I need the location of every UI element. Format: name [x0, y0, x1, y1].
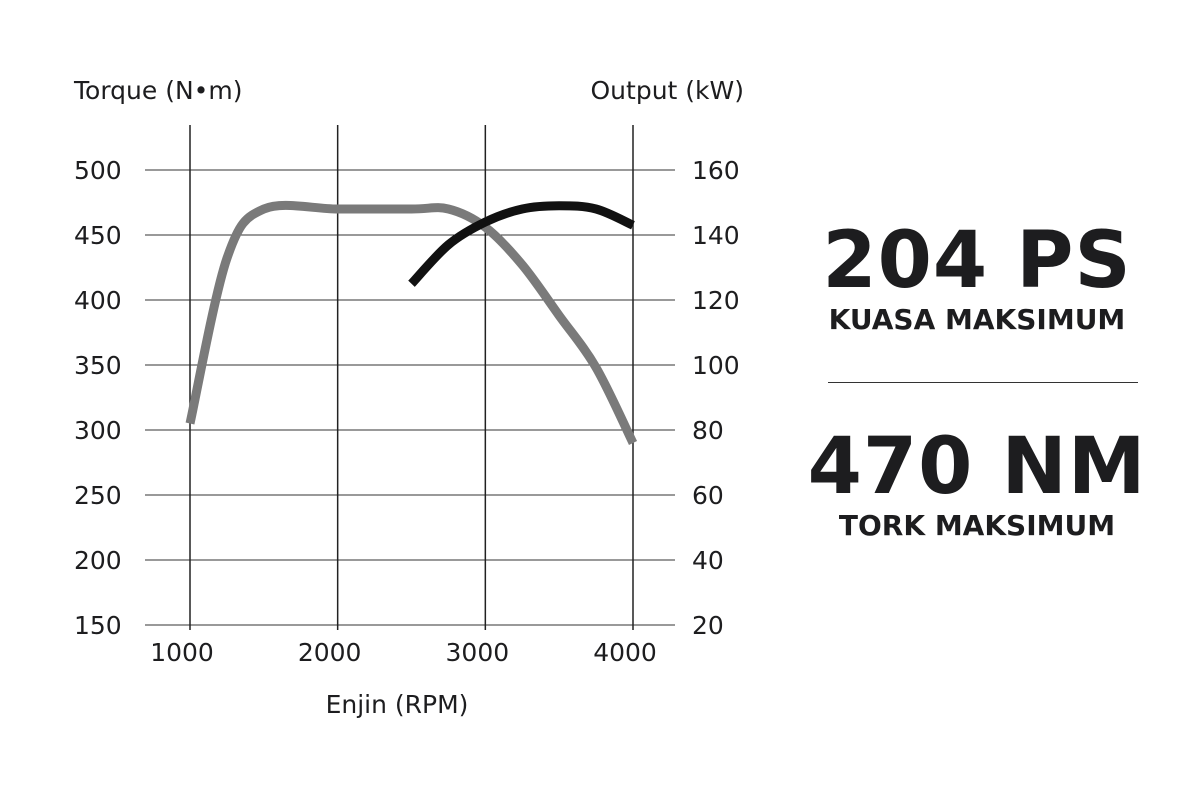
left-axis-tick-label: 400: [74, 286, 122, 315]
right-axis-tick-label: 160: [692, 156, 740, 185]
right-axis-tick-label: 20: [692, 611, 724, 640]
left-axis-tick-label: 200: [74, 546, 122, 575]
max-torque-label: TORK MAKSIMUM: [838, 509, 1116, 542]
right-axis-tick-label: 60: [692, 481, 724, 510]
torque-curve: [185, 200, 638, 445]
chart-series: [185, 200, 638, 445]
left-axis-ticks: 150 200 250 300 350 400 450 500: [74, 156, 122, 640]
max-power-block: 204 PS KUASA MAKSIMUM: [822, 222, 1131, 334]
output-curve: [408, 201, 635, 287]
right-axis-title: Output (kW): [590, 76, 745, 105]
chart-grid: [145, 125, 675, 630]
max-torque-block: 470 NM TORK MAKSIMUM: [808, 428, 1147, 540]
left-axis-tick-label: 300: [74, 416, 122, 445]
right-axis-tick-label: 80: [692, 416, 724, 445]
left-axis-tick-label: 350: [74, 351, 122, 380]
left-axis-title: Torque (N•m): [74, 76, 243, 105]
left-axis-tick-label: 500: [74, 156, 122, 185]
x-axis-tick-label: 4000: [593, 638, 657, 667]
right-axis-tick-label: 40: [692, 546, 724, 575]
x-axis-title: Enjin (RPM): [325, 690, 469, 719]
right-axis-tick-label: 100: [692, 351, 740, 380]
x-axis-tick-label: 1000: [150, 638, 214, 667]
left-axis-tick-label: 250: [74, 481, 122, 510]
left-axis-tick-label: 450: [74, 221, 122, 250]
x-axis-tick-label: 3000: [446, 638, 510, 667]
max-power-label: KUASA MAKSIMUM: [828, 303, 1126, 336]
spec-divider: [828, 382, 1138, 383]
x-axis-tick-label: 2000: [298, 638, 362, 667]
left-axis-tick-label: 150: [74, 611, 122, 640]
max-torque-value: 470 NM: [807, 422, 1147, 512]
x-axis-ticks: 1000 2000 3000 4000: [150, 638, 657, 667]
right-axis-tick-label: 140: [692, 221, 740, 250]
right-axis-ticks: 20 40 60 80 100 120 140 160: [692, 156, 740, 640]
right-axis-tick-label: 120: [692, 286, 740, 315]
max-power-value: 204 PS: [822, 216, 1132, 306]
